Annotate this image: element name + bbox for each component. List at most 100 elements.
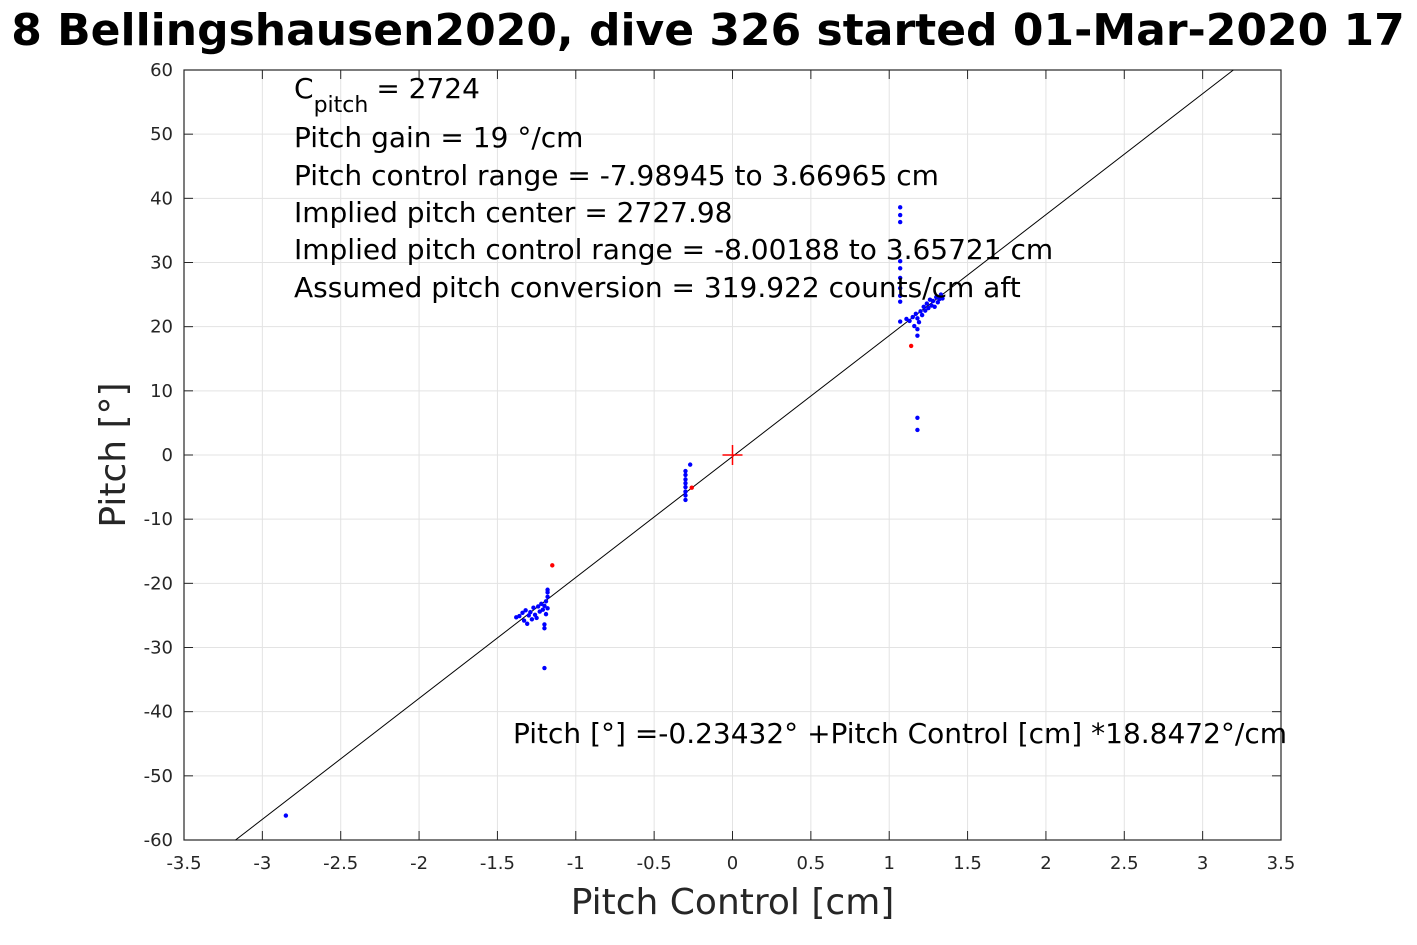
data-point: [542, 665, 547, 671]
x-tick-label: -0.5: [637, 853, 672, 874]
data-point: [543, 599, 549, 604]
data-point: [916, 319, 922, 325]
data-point: [938, 292, 944, 297]
data-point: [907, 318, 912, 324]
x-tick-label: -1.5: [480, 853, 515, 874]
y-tick-label: -50: [144, 766, 173, 787]
y-axis-label: Pitch [°]: [93, 382, 134, 527]
y-tick-label: -20: [144, 573, 173, 594]
data-point: [520, 610, 525, 616]
y-tick-label: -60: [144, 830, 173, 851]
data-point: [540, 607, 546, 612]
data-point: [932, 304, 937, 309]
cpitch-subscript: pitch: [314, 93, 369, 118]
data-point: [550, 563, 555, 568]
data-point: [525, 621, 530, 626]
x-tick-label: 3.5: [1267, 853, 1296, 874]
data-point: [919, 312, 925, 318]
data-point: [545, 587, 550, 592]
x-tick-label: -2.5: [323, 853, 358, 874]
data-point: [542, 626, 547, 631]
annotation-cpitch: Cpitch = 2724: [294, 72, 480, 118]
y-tick-label: 40: [150, 188, 173, 209]
x-tick-label: -3.5: [166, 853, 201, 874]
data-point: [687, 462, 693, 467]
data-point: [921, 304, 926, 309]
data-point: [915, 327, 920, 332]
x-tick-label: 2: [1040, 853, 1051, 874]
y-tick-label: -30: [144, 638, 173, 659]
data-point: [542, 603, 547, 608]
data-point: [683, 481, 688, 486]
annotation-implied-control-range: Implied pitch control range = -8.00188 t…: [294, 233, 1053, 266]
annotation-pitch-conversion: Assumed pitch conversion = 319.922 count…: [294, 271, 1021, 304]
data-point: [897, 205, 903, 210]
data-point: [930, 298, 936, 304]
data-points: [283, 205, 945, 818]
data-point: [897, 299, 903, 304]
data-point: [689, 485, 694, 490]
data-point: [940, 296, 945, 301]
data-point: [897, 219, 903, 225]
data-point: [897, 293, 903, 299]
data-point: [915, 415, 920, 420]
x-tick-label: -1: [567, 853, 585, 874]
data-point: [529, 617, 535, 622]
x-tick-label: 2.5: [1110, 853, 1139, 874]
y-tick-label: 20: [150, 317, 173, 338]
data-point: [897, 266, 903, 271]
data-point: [535, 604, 541, 609]
data-point: [915, 316, 920, 321]
y-tick-label: 30: [150, 253, 173, 274]
x-axis-label: Pitch Control [cm]: [571, 882, 895, 923]
data-point: [683, 489, 688, 494]
y-tick-label: 50: [150, 124, 173, 145]
data-point: [534, 615, 539, 621]
data-point: [683, 468, 688, 474]
data-point: [897, 259, 903, 264]
data-point: [543, 611, 549, 617]
data-point: [924, 301, 930, 306]
data-point: [897, 285, 903, 291]
data-point: [283, 813, 289, 818]
data-point: [683, 477, 688, 482]
data-point: [542, 622, 547, 627]
fit-equation: Pitch [°] =-0.23432° +Pitch Control [cm]…: [513, 717, 1287, 750]
annotation-implied-pitch-center: Implied pitch center = 2727.98: [294, 196, 732, 229]
data-point: [915, 333, 920, 338]
data-point: [915, 427, 920, 433]
data-point: [910, 314, 915, 320]
data-point: [528, 610, 533, 615]
chart-title: 8 Bellingshausen2020, dive 326 started 0…: [11, 5, 1405, 56]
x-tick-label: 1: [883, 853, 894, 874]
data-point: [523, 608, 528, 613]
data-point: [908, 343, 914, 349]
data-point: [897, 275, 903, 281]
data-point: [913, 311, 919, 317]
y-tick-label: 10: [150, 381, 173, 402]
annotation-pitch-control-range: Pitch control range = -7.98945 to 3.6696…: [294, 159, 939, 192]
data-point: [923, 308, 928, 313]
data-point: [926, 305, 931, 311]
data-point: [517, 613, 522, 619]
data-point: [545, 606, 550, 611]
data-point: [912, 323, 917, 329]
ticks: -3.5 -3 -2.5 -2 -1.5 -1 -0.5 0 0.5 1 1.5 2 2.5 3 3.5 60…: [144, 60, 1296, 874]
y-tick-label: -10: [144, 509, 173, 530]
x-tick-label: -3: [253, 853, 271, 874]
data-point: [545, 594, 550, 600]
data-point: [683, 472, 688, 478]
x-tick-label: -2: [410, 853, 428, 874]
x-tick-label: 0: [727, 853, 738, 874]
data-point: [918, 309, 923, 314]
x-tick-label: 3: [1197, 853, 1208, 874]
y-tick-label: 0: [162, 445, 173, 466]
data-point: [683, 484, 688, 490]
data-point: [897, 212, 903, 218]
x-tick-label: 0.5: [797, 853, 826, 874]
x-tick-label: 1.5: [953, 853, 982, 874]
cpitch-value: = 2724: [376, 72, 480, 105]
data-point: [683, 497, 688, 503]
data-point: [521, 618, 527, 623]
